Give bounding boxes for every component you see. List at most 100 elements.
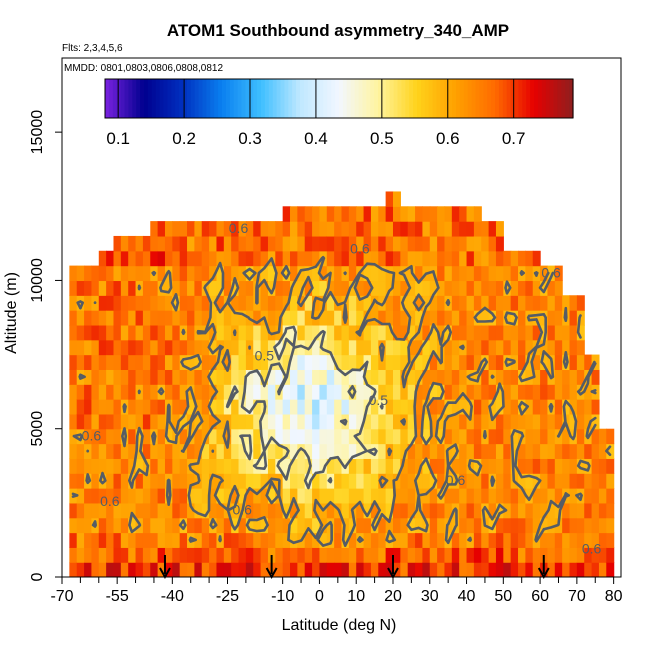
heat-cell xyxy=(253,339,262,356)
heat-cell xyxy=(128,339,137,356)
heat-cell xyxy=(297,473,306,489)
colorbar-segment xyxy=(483,79,488,118)
heat-cell xyxy=(459,473,468,489)
heat-cell xyxy=(495,369,504,385)
colorbar-segment xyxy=(140,79,145,118)
heat-cell xyxy=(495,295,504,311)
heat-cell xyxy=(466,502,475,519)
heat-cell xyxy=(488,354,497,370)
heat-cell xyxy=(488,488,497,504)
heat-cell xyxy=(525,502,534,519)
heat-cell xyxy=(98,354,107,370)
heat-cell xyxy=(356,413,365,430)
heat-cell xyxy=(540,339,549,356)
heat-cell xyxy=(282,532,291,548)
heat-cell xyxy=(304,458,313,474)
heat-cell xyxy=(547,547,556,563)
heat-cell xyxy=(422,428,431,445)
heat-cell xyxy=(326,206,335,222)
contour-label: 0.5 xyxy=(255,348,275,364)
colorbar-segment xyxy=(206,79,211,118)
heat-cell xyxy=(547,413,556,430)
heat-cell xyxy=(150,295,159,311)
heat-cell xyxy=(356,547,365,563)
heat-cell xyxy=(378,235,387,252)
heat-cell xyxy=(179,354,188,370)
heat-cell xyxy=(540,354,549,370)
heat-cell xyxy=(451,399,460,415)
heat-cell xyxy=(341,562,350,577)
heat-cell xyxy=(164,428,173,445)
heat-cell xyxy=(326,488,335,504)
heat-cell xyxy=(540,413,549,430)
heat-cell xyxy=(201,443,210,459)
heat-cell xyxy=(518,399,526,415)
heat-cell xyxy=(187,562,195,577)
heat-cell xyxy=(179,488,188,504)
heat-cell xyxy=(187,280,195,296)
heat-cell xyxy=(422,562,431,577)
heat-cell xyxy=(120,339,129,356)
heat-cell xyxy=(363,310,372,326)
heat-cell xyxy=(540,502,549,519)
heat-cell xyxy=(106,250,115,267)
heat-cell xyxy=(378,428,387,445)
heat-cell xyxy=(437,547,446,563)
heat-cell xyxy=(510,562,519,577)
heat-cell xyxy=(326,562,335,577)
heat-cell xyxy=(238,562,247,577)
heat-cell xyxy=(400,280,409,296)
heat-cell xyxy=(400,310,409,326)
heat-cell xyxy=(209,265,218,282)
heat-cell xyxy=(157,413,166,430)
heat-cell xyxy=(473,488,482,504)
heat-cell xyxy=(267,458,276,474)
heat-cell xyxy=(267,339,276,356)
heat-cell xyxy=(356,443,365,459)
heat-cell xyxy=(172,265,181,282)
heat-cell xyxy=(201,295,210,311)
heat-cell xyxy=(547,280,556,296)
heat-cell xyxy=(334,458,343,474)
heat-cell xyxy=(245,250,254,267)
heat-cell xyxy=(392,532,401,548)
heat-cell xyxy=(290,428,298,445)
heat-cell xyxy=(584,354,593,370)
heat-cell xyxy=(495,488,504,504)
heat-cell xyxy=(290,502,298,519)
heat-cell xyxy=(576,399,585,415)
heat-cell xyxy=(356,221,365,237)
heat-cell xyxy=(76,458,85,474)
heat-cell xyxy=(363,235,372,252)
heat-cell xyxy=(172,310,181,326)
heat-cell xyxy=(91,428,100,445)
heat-cell xyxy=(231,562,240,577)
heat-cell xyxy=(275,235,284,252)
heat-cell xyxy=(282,399,291,415)
heat-cell xyxy=(334,295,343,311)
heat-cell xyxy=(142,324,151,341)
heat-cell xyxy=(466,384,475,400)
heat-cell xyxy=(106,339,115,356)
heat-cell xyxy=(488,384,497,400)
heat-cell xyxy=(415,339,424,356)
heat-cell xyxy=(569,458,578,474)
heat-cell xyxy=(260,235,269,252)
heat-cell xyxy=(172,458,181,474)
heat-cell xyxy=(157,399,166,415)
colorbar-segment xyxy=(444,79,449,118)
heat-cell xyxy=(473,399,482,415)
heat-cell xyxy=(437,443,446,459)
heat-cell xyxy=(525,324,534,341)
heat-cell xyxy=(304,354,313,370)
heat-cell xyxy=(275,532,284,548)
heat-cell xyxy=(422,369,431,385)
heat-cell xyxy=(503,384,512,400)
heat-cell xyxy=(223,265,232,282)
heat-cell xyxy=(223,250,232,267)
heat-cell xyxy=(370,265,379,282)
heat-cell xyxy=(172,250,181,267)
heat-cell xyxy=(135,265,144,282)
heat-cell xyxy=(385,547,394,563)
heat-cell xyxy=(518,517,526,534)
